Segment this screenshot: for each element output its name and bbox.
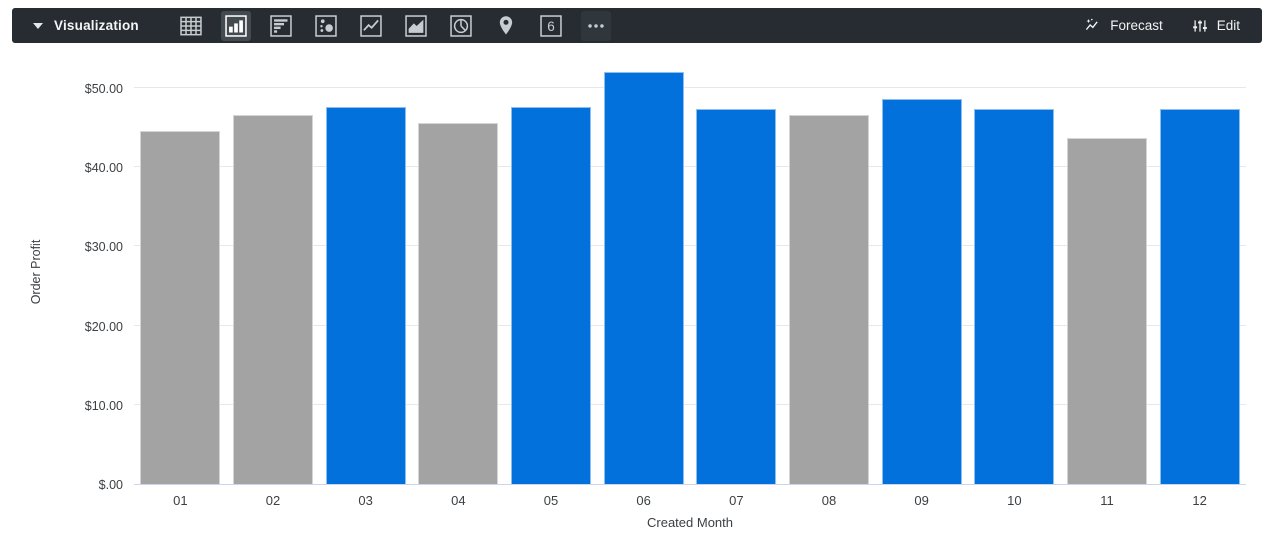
bar-05[interactable] xyxy=(511,106,591,484)
bar-06[interactable] xyxy=(603,71,684,484)
bar-04[interactable] xyxy=(418,122,499,484)
y-axis-tick-label: $20.00 xyxy=(84,319,123,334)
gridline xyxy=(134,403,1246,405)
plot-area: Created Month $.00 $10.00 $20.00 $30.00 $40.… xyxy=(85,60,1246,530)
x-axis-tick-label: 05 xyxy=(543,493,559,508)
x-axis-tick-label: 02 xyxy=(265,493,281,508)
x-axis-tick-label: 06 xyxy=(636,493,651,508)
y-axis-title: Order Profit xyxy=(29,239,43,305)
x-axis-tick-label: 03 xyxy=(358,493,373,508)
bar-11[interactable] xyxy=(1067,138,1147,484)
column-chart-icon[interactable] xyxy=(220,10,251,41)
single-value-icon[interactable]: 6 xyxy=(536,11,566,41)
gridline xyxy=(134,324,1246,326)
x-axis-tick-label: 12 xyxy=(1192,493,1207,508)
table-chart-icon[interactable] xyxy=(176,11,206,41)
x-axis-title: Created Month xyxy=(647,515,733,530)
bar-01[interactable] xyxy=(140,131,221,484)
y-axis-tick-label: $50.00 xyxy=(84,81,123,96)
map-chart-icon[interactable] xyxy=(491,11,521,41)
edit-button[interactable]: Edit xyxy=(1191,17,1240,35)
scatter-chart-icon[interactable] xyxy=(311,11,341,41)
edit-label: Edit xyxy=(1216,18,1240,33)
y-axis-tick-label: $30.00 xyxy=(84,240,123,255)
collapse-caret-icon[interactable] xyxy=(33,22,43,29)
x-axis-tick-label: 11 xyxy=(1100,493,1114,508)
x-axis-tick-label: 01 xyxy=(173,493,188,508)
svg-text:6: 6 xyxy=(547,18,555,33)
gridline xyxy=(134,245,1246,247)
viz-type-switcher: 6 xyxy=(176,10,611,41)
bar-08[interactable] xyxy=(789,114,869,484)
y-axis-tick-label: $.00 xyxy=(98,478,123,492)
forecast-button[interactable]: Forecast xyxy=(1084,17,1163,35)
bar-12[interactable] xyxy=(1159,109,1240,484)
gridline xyxy=(134,166,1246,167)
bar-02[interactable] xyxy=(233,115,313,484)
edit-sliders-icon xyxy=(1191,17,1209,35)
x-axis-tick-label: 10 xyxy=(1007,493,1022,508)
bar-10[interactable] xyxy=(974,109,1055,484)
area-chart-icon[interactable] xyxy=(401,11,431,41)
x-axis-tick-label: 04 xyxy=(451,493,466,508)
toolbar-right-section: Forecast Edit xyxy=(1084,17,1262,35)
column-chart-visualization: Order Profit Created Month $.00 $10.00 $20… xyxy=(0,43,1272,560)
x-axis-tick-label: 08 xyxy=(821,493,837,508)
visualization-toolbar: Visualization 6 xyxy=(12,8,1262,43)
x-axis-tick-label: 07 xyxy=(729,493,744,508)
x-axis-tick-label: 09 xyxy=(914,493,929,508)
line-chart-icon[interactable] xyxy=(356,11,386,41)
y-axis-tick-label: $10.00 xyxy=(84,398,123,413)
bar-chart-icon[interactable] xyxy=(266,11,296,41)
bar-07[interactable] xyxy=(696,109,777,484)
bar-09[interactable] xyxy=(881,98,962,484)
bar-03[interactable] xyxy=(325,106,406,484)
y-axis-tick-label: $40.00 xyxy=(84,161,123,175)
forecast-label: Forecast xyxy=(1110,18,1163,33)
more-viz-options-icon[interactable] xyxy=(580,10,611,41)
pie-chart-icon[interactable] xyxy=(446,11,476,41)
toolbar-left-section: Visualization 6 xyxy=(12,10,611,41)
toolbar-title: Visualization xyxy=(54,18,139,33)
gridline xyxy=(134,86,1246,88)
forecast-sparkline-icon xyxy=(1084,17,1102,35)
